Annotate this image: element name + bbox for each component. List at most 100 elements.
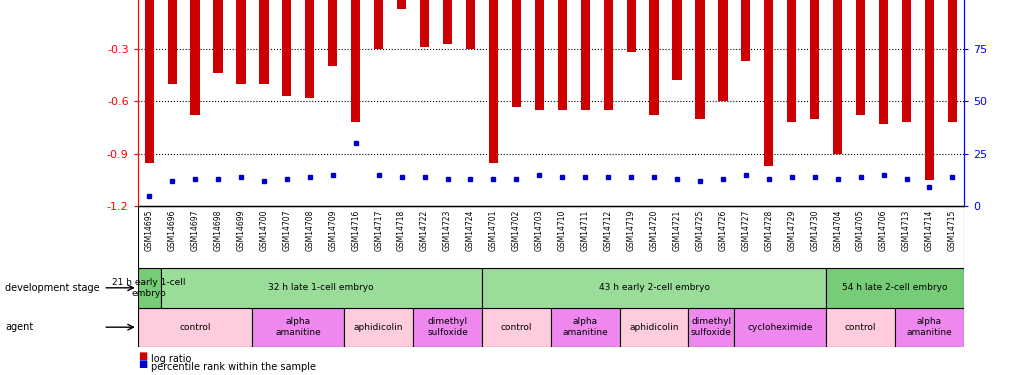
Bar [138,308,253,347]
Bar [741,0,750,61]
Text: control: control [179,322,211,332]
Text: GSM14710: GSM14710 [557,209,567,251]
Bar [557,0,567,110]
Bar [620,308,688,347]
Text: GSM14709: GSM14709 [328,209,337,251]
Bar [442,0,451,44]
Bar [901,0,910,122]
Text: GSM14708: GSM14708 [305,209,314,251]
Bar [895,308,963,347]
Bar [466,0,475,49]
Text: development stage: development stage [5,283,100,293]
Text: GSM14723: GSM14723 [442,209,451,251]
Text: GSM14721: GSM14721 [672,209,681,251]
Text: GSM14706: GSM14706 [878,209,888,251]
Bar [328,0,337,66]
Text: ■: ■ [138,359,147,369]
Text: ■: ■ [138,351,147,361]
Text: GSM14698: GSM14698 [213,209,222,251]
Text: GSM14715: GSM14715 [947,209,956,251]
Text: 32 h late 1-cell embryo: 32 h late 1-cell embryo [268,284,374,292]
Bar [947,0,956,122]
Bar [688,308,734,347]
Bar [282,0,291,96]
Bar [213,0,222,73]
Text: aphidicolin: aphidicolin [354,322,404,332]
Text: log ratio: log ratio [151,354,192,364]
Bar [809,0,818,119]
Text: GSM14727: GSM14727 [741,209,750,251]
Bar [167,0,176,84]
Text: GSM14717: GSM14717 [374,209,383,251]
Text: aphidicolin: aphidicolin [629,322,679,332]
Text: GSM14699: GSM14699 [236,209,246,251]
Text: GSM14697: GSM14697 [191,209,200,251]
Text: GSM14703: GSM14703 [534,209,543,251]
Bar [374,0,383,49]
Text: GSM14696: GSM14696 [167,209,176,251]
Bar [343,308,413,347]
Text: GSM14713: GSM14713 [901,209,910,251]
Bar [763,0,772,166]
Text: GSM14695: GSM14695 [145,209,154,251]
Text: alpha
amanitine: alpha amanitine [561,318,607,337]
Text: agent: agent [5,322,34,332]
Bar [351,0,360,122]
Text: 21 h early 1-cell
embryo: 21 h early 1-cell embryo [112,278,185,297]
Text: GSM14722: GSM14722 [420,209,429,251]
Text: control: control [844,322,875,332]
Bar [580,0,589,110]
Bar [305,0,314,98]
Bar [924,0,933,180]
Text: GSM14730: GSM14730 [809,209,818,251]
Text: GSM14720: GSM14720 [649,209,658,251]
Text: GSM14707: GSM14707 [282,209,291,251]
Text: GSM14716: GSM14716 [351,209,360,251]
Text: GSM14725: GSM14725 [695,209,704,251]
Text: dimethyl
sulfoxide: dimethyl sulfoxide [690,318,732,337]
Bar [191,0,200,115]
Text: GSM14714: GSM14714 [924,209,933,251]
Bar [626,0,635,52]
Text: GSM14712: GSM14712 [603,209,612,251]
Text: alpha
amanitine: alpha amanitine [275,318,321,337]
Text: GSM14700: GSM14700 [259,209,268,251]
Bar [855,0,864,115]
Bar [481,268,825,308]
Text: control: control [500,322,532,332]
Bar [420,0,429,47]
Bar [695,0,704,119]
Bar [161,268,481,308]
Bar [236,0,246,84]
Bar [534,0,543,110]
Bar [825,268,963,308]
Bar [481,308,550,347]
Bar [734,308,825,347]
Bar [413,308,481,347]
Bar [488,0,497,162]
Bar [787,0,796,122]
Bar [878,0,888,124]
Bar [825,308,895,347]
Bar [145,0,154,162]
Bar [512,0,521,106]
Text: 54 h late 2-cell embryo: 54 h late 2-cell embryo [842,284,947,292]
Bar [833,0,842,154]
Text: GSM14702: GSM14702 [512,209,521,251]
Text: GSM14718: GSM14718 [396,209,406,251]
Bar [603,0,612,110]
Bar [396,0,406,9]
Text: GSM14701: GSM14701 [488,209,497,251]
Text: GSM14724: GSM14724 [466,209,475,251]
Text: percentile rank within the sample: percentile rank within the sample [151,362,316,372]
Bar [253,308,343,347]
Bar [672,0,681,80]
Text: GSM14704: GSM14704 [833,209,842,251]
Text: GSM14729: GSM14729 [787,209,796,251]
Text: 43 h early 2-cell embryo: 43 h early 2-cell embryo [598,284,709,292]
Text: GSM14705: GSM14705 [855,209,864,251]
Text: alpha
amanitine: alpha amanitine [906,318,952,337]
Text: GSM14719: GSM14719 [626,209,635,251]
Bar [259,0,268,84]
Bar [649,0,658,115]
